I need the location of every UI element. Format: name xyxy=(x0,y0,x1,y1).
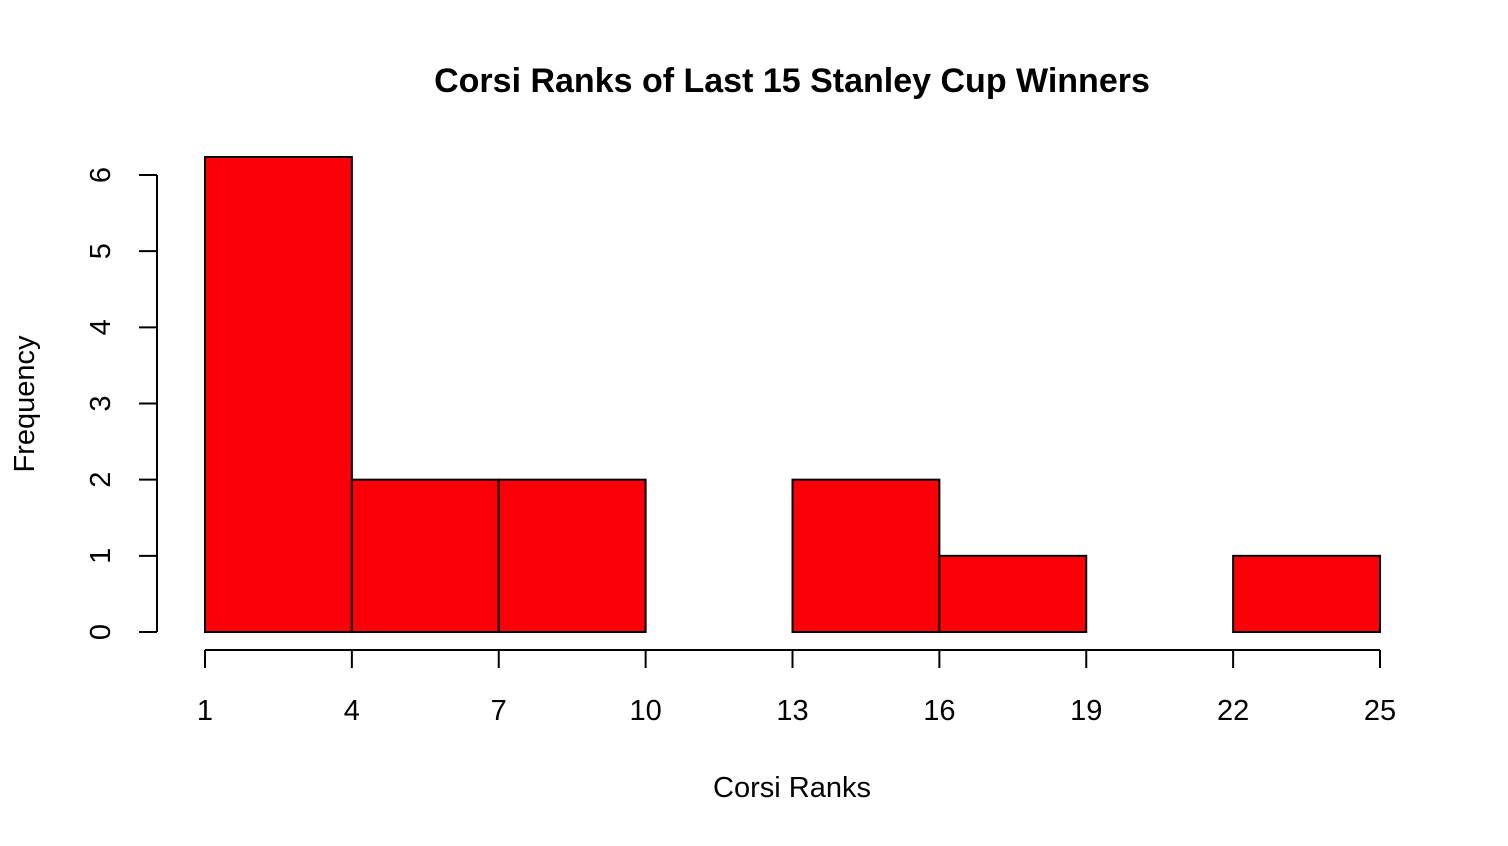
x-tick-label: 22 xyxy=(1217,695,1249,727)
x-tick-label: 19 xyxy=(1070,695,1102,727)
y-tick-label: 2 xyxy=(85,472,117,488)
histogram-bar-16-19 xyxy=(938,554,1088,633)
y-tick-label: 4 xyxy=(85,319,117,335)
y-tick-label: 3 xyxy=(85,395,117,411)
y-tick-label: 0 xyxy=(85,624,117,640)
chart-title: Corsi Ranks of Last 15 Stanley Cup Winne… xyxy=(434,62,1150,100)
histogram-bar-4-7 xyxy=(350,478,500,633)
x-tick-label: 25 xyxy=(1364,695,1396,727)
y-tick-label: 5 xyxy=(85,243,117,259)
histogram-bar-1-4 xyxy=(204,156,353,633)
y-axis-title: Frequency xyxy=(9,335,41,473)
x-tick-label: 4 xyxy=(344,695,360,727)
y-tick-label: 1 xyxy=(85,548,117,564)
bars-group xyxy=(204,156,1381,633)
x-tick-label: 16 xyxy=(923,695,955,727)
x-tick-label: 10 xyxy=(629,695,661,727)
x-tick-label: 7 xyxy=(491,695,507,727)
x-axis-title: Corsi Ranks xyxy=(713,772,871,804)
x-tick-label: 1 xyxy=(197,695,213,727)
x-axis: 1 4 7 10 13 16 19 22 25 xyxy=(197,649,1396,727)
y-axis: 0 1 2 3 4 5 6 xyxy=(85,167,158,640)
histogram-bar-13-16 xyxy=(791,478,941,633)
histogram-bar-22-25 xyxy=(1232,554,1381,633)
y-tick-label: 6 xyxy=(85,167,117,183)
x-tick-label: 13 xyxy=(776,695,808,727)
histogram-bar-7-10 xyxy=(497,478,647,633)
